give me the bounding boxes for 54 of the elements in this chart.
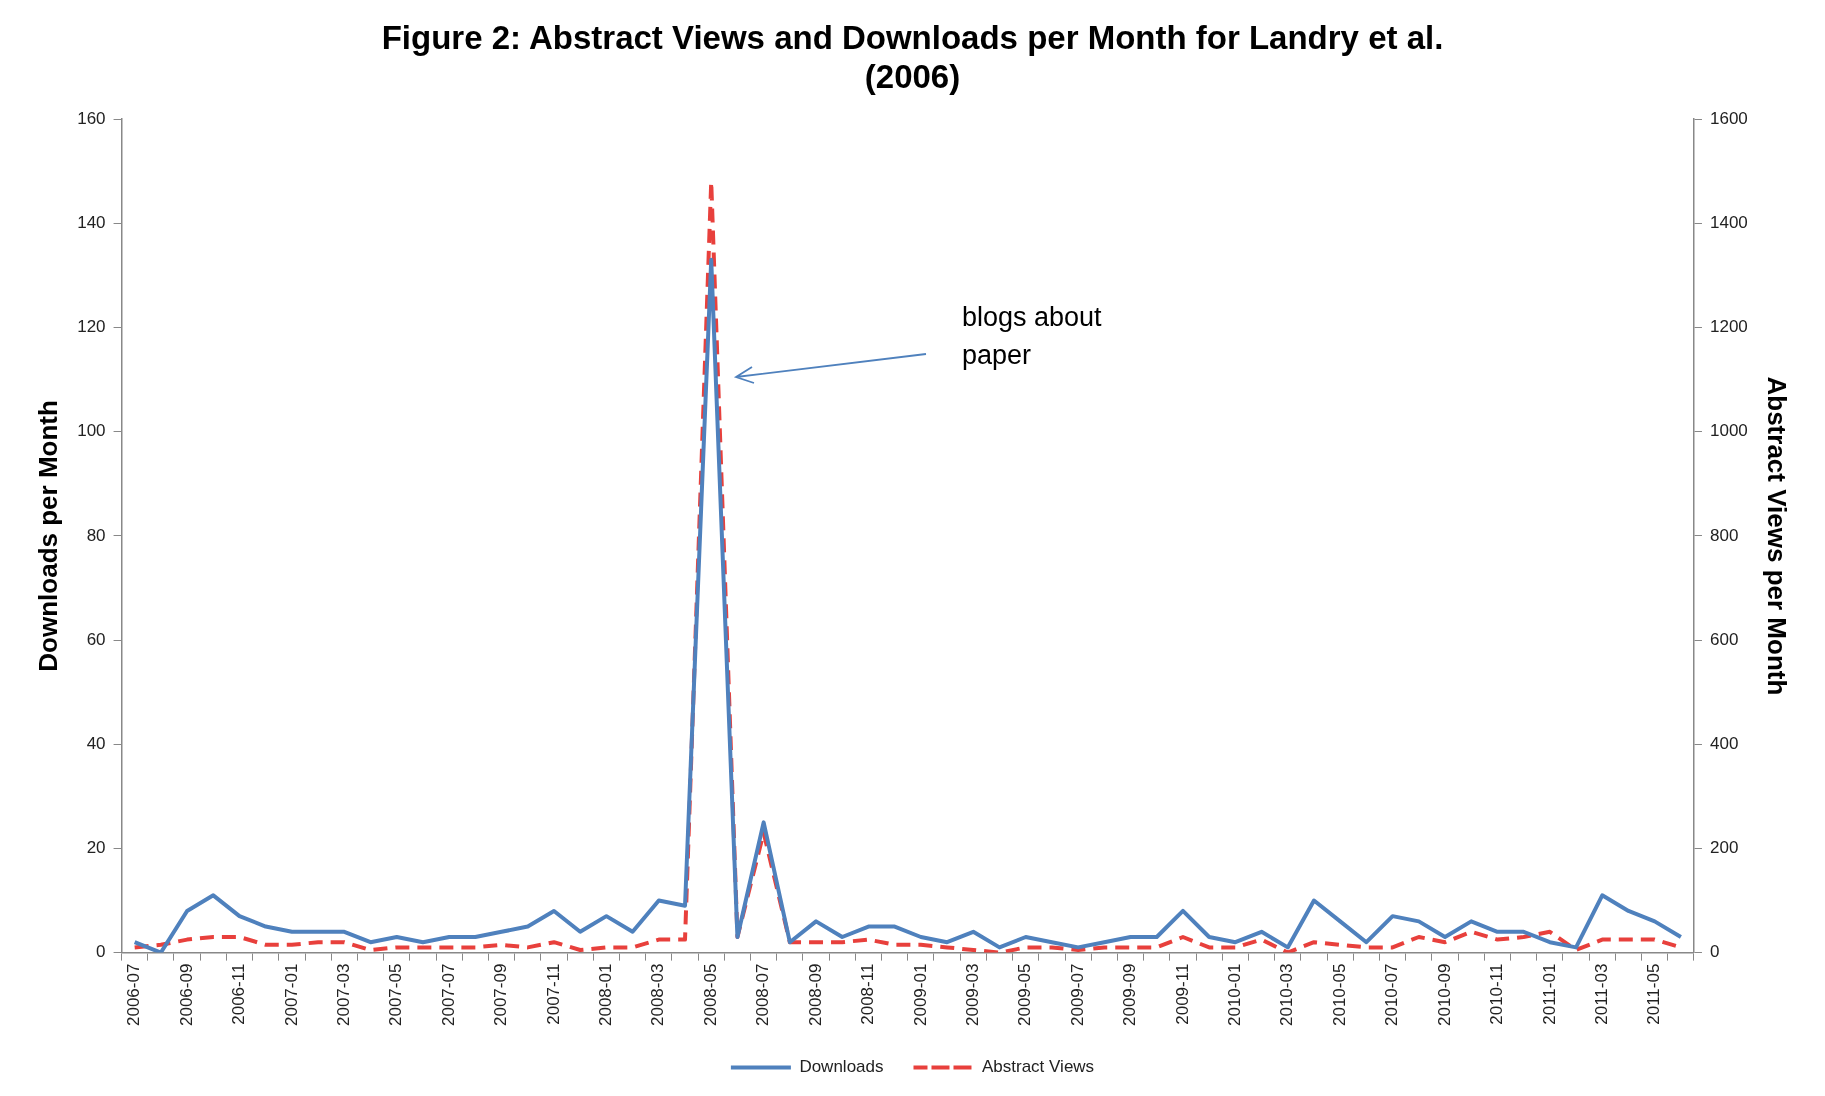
y-tick-label: 40 (86, 733, 106, 753)
y2-tick-label: 600 (1709, 629, 1739, 649)
x-tick-label: 2009-05 (1015, 963, 1035, 1026)
y2-tick-label: 1000 (1709, 421, 1748, 441)
x-tick-label: 2009-09 (1120, 963, 1140, 1026)
y2-axis-title: Abstract Views per Month (1762, 376, 1793, 696)
y-tick-label: 60 (86, 629, 106, 649)
y2-tick-label: 200 (1709, 838, 1739, 858)
x-tick-label: 2007-07 (438, 963, 458, 1026)
y2-tick-label: 1400 (1709, 213, 1748, 233)
chart-title: Figure 2: Abstract Views and Downloads per Month for Landry et al. (2006) (381, 18, 1444, 96)
annotation: blogs about paper (962, 301, 1103, 370)
x-tick-label: 2011-03 (1591, 963, 1611, 1025)
y-axis-title: Downloads per Month (32, 400, 63, 672)
y-tick-label: 0 (96, 942, 106, 962)
y-tick-label: 120 (77, 317, 106, 337)
y2-tick-label: 1600 (1709, 108, 1748, 128)
x-tick-label: 2010-07 (1382, 963, 1402, 1026)
y-tick-label: 80 (86, 525, 106, 545)
x-tick-label: 2010-11 (1487, 963, 1507, 1025)
x-tick-label: 2006-09 (176, 963, 196, 1026)
x-tick-label: 2008-01 (596, 963, 616, 1026)
y-tick-label: 20 (86, 838, 106, 858)
x-tick-label: 2008-09 (805, 963, 825, 1026)
y2-tick-label: 1200 (1709, 317, 1748, 337)
x-tick-label: 2011-01 (1539, 963, 1559, 1025)
x-tick-label: 2010-01 (1225, 963, 1245, 1026)
x-tick-label: 2011-05 (1644, 963, 1664, 1025)
legend-label: Abstract Views (981, 1057, 1095, 1077)
legend-label: Downloads (799, 1057, 884, 1077)
x-tick-label: 2007-03 (334, 963, 354, 1026)
y-tick-label: 100 (77, 421, 106, 441)
x-tick-label: 2008-05 (700, 963, 720, 1026)
x-tick-label: 2007-01 (281, 963, 301, 1026)
x-tick-label: 2009-07 (1067, 963, 1087, 1026)
x-tick-label: 2009-01 (910, 963, 930, 1026)
x-tick-label: 2006-11 (229, 963, 249, 1025)
y-tick-label: 140 (77, 213, 106, 233)
x-tick-label: 2008-11 (858, 963, 878, 1025)
x-tick-label: 2008-03 (648, 963, 668, 1026)
y2-tick-label: 800 (1709, 525, 1739, 545)
x-tick-label: 2010-03 (1277, 963, 1297, 1026)
x-tick-label: 2010-09 (1434, 963, 1454, 1026)
x-tick-label: 2008-07 (753, 963, 773, 1026)
x-tick-label: 2009-03 (962, 963, 982, 1026)
x-tick-label: 2009-11 (1172, 963, 1192, 1025)
y2-tick-label: 0 (1709, 942, 1720, 962)
y2-tick-label: 400 (1709, 733, 1739, 753)
x-tick-label: 2010-05 (1329, 963, 1349, 1026)
y-tick-label: 160 (77, 108, 106, 128)
x-tick-label: 2007-05 (386, 963, 406, 1026)
x-tick-label: 2006-07 (124, 963, 144, 1026)
x-tick-label: 2007-11 (543, 963, 563, 1025)
x-tick-label: 2007-09 (491, 963, 511, 1026)
